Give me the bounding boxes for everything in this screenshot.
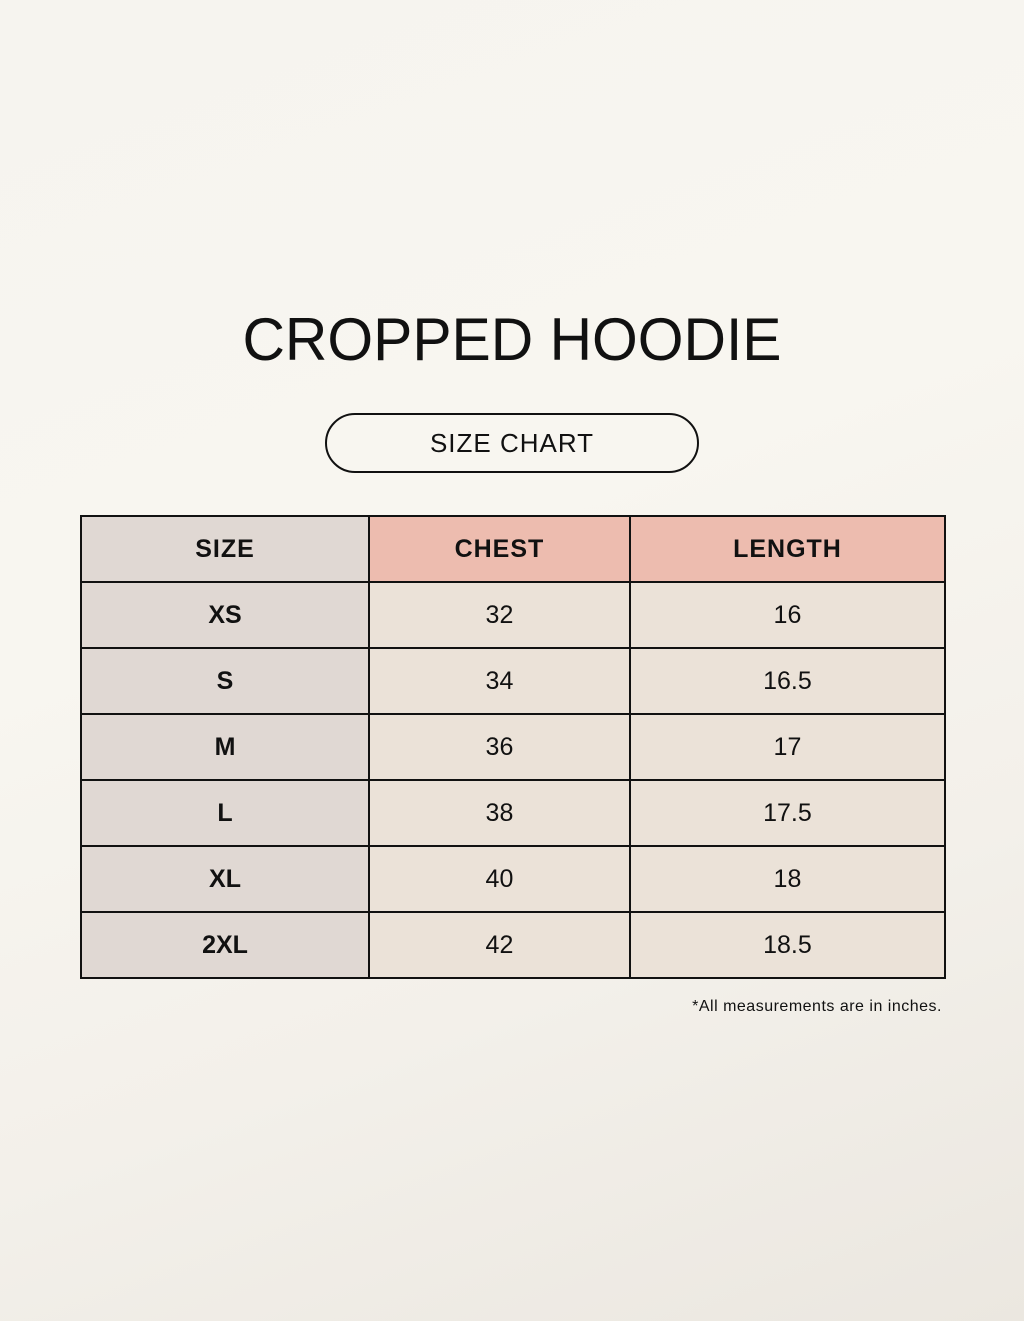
size-cell: XS (80, 581, 370, 649)
table-row: L 38 17.5 (80, 779, 947, 847)
length-cell: 18.5 (628, 911, 947, 979)
table-row: XS 32 16 (80, 581, 947, 649)
chest-cell: 42 (368, 911, 631, 979)
table-row: S 34 16.5 (80, 647, 947, 715)
measurement-note: *All measurements are in inches. (692, 998, 942, 1015)
chest-cell: 34 (368, 647, 631, 715)
size-cell: M (80, 713, 370, 781)
length-cell: 17.5 (628, 779, 947, 847)
table-row: 2XL 42 18.5 (80, 911, 947, 979)
page-title: CROPPED HOODIE (242, 306, 782, 373)
size-cell: XL (80, 845, 370, 913)
header-size: SIZE (80, 515, 370, 583)
chest-cell: 40 (368, 845, 631, 913)
header-chest: CHEST (368, 515, 631, 583)
length-cell: 17 (628, 713, 947, 781)
size-cell: S (80, 647, 370, 715)
size-table: SIZE CHEST LENGTH XS 32 16 S 34 16.5 M 36 17 L 38 1… (80, 515, 947, 979)
size-chart-label: SIZE CHART (325, 413, 699, 473)
chest-cell: 32 (368, 581, 631, 649)
header-length: LENGTH (628, 515, 947, 583)
length-cell: 16.5 (628, 647, 947, 715)
table-row: XL 40 18 (80, 845, 947, 913)
table-header-row: SIZE CHEST LENGTH (80, 515, 947, 583)
chest-cell: 36 (368, 713, 631, 781)
table-row: M 36 17 (80, 713, 947, 781)
length-cell: 18 (628, 845, 947, 913)
chest-cell: 38 (368, 779, 631, 847)
size-cell: 2XL (80, 911, 370, 979)
size-cell: L (80, 779, 370, 847)
length-cell: 16 (628, 581, 947, 649)
